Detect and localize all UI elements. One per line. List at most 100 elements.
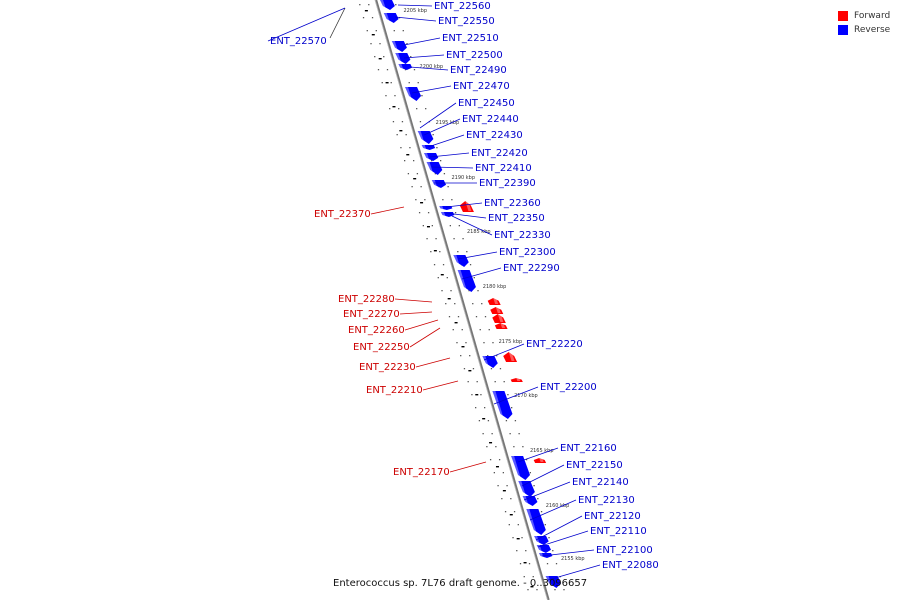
guide-dot bbox=[528, 563, 531, 565]
gene-body bbox=[511, 456, 530, 480]
guide-dot bbox=[421, 95, 423, 97]
guide-dot bbox=[513, 511, 516, 513]
gene-ENT_22430 bbox=[421, 145, 436, 150]
gene-body bbox=[457, 270, 476, 292]
guide-dot bbox=[537, 498, 539, 500]
guide-dot bbox=[461, 329, 463, 331]
gene-label: ENT_22100 bbox=[596, 545, 653, 556]
gene-shading bbox=[457, 270, 467, 291]
guide-dot bbox=[510, 498, 512, 500]
guide-dot bbox=[408, 82, 410, 84]
guide-dot bbox=[433, 264, 436, 266]
gene-label: ENT_22210 bbox=[366, 385, 423, 396]
leader-line bbox=[409, 327, 441, 348]
guide-dot bbox=[398, 108, 400, 110]
guide-dash bbox=[385, 82, 389, 84]
gene-shading bbox=[539, 458, 544, 462]
guide-dot bbox=[482, 433, 484, 435]
guide-dot bbox=[514, 420, 517, 422]
guide-dash bbox=[516, 538, 520, 540]
gene-label: ENT_22290 bbox=[503, 263, 560, 274]
guide-dot bbox=[404, 69, 407, 71]
guide-dot bbox=[504, 511, 507, 513]
leader-line bbox=[541, 549, 595, 557]
guide-dot bbox=[516, 550, 518, 552]
tick-label: 2160 kbp bbox=[546, 503, 570, 509]
guide-dot bbox=[418, 212, 421, 214]
guide-dot bbox=[454, 303, 456, 305]
guide-dot bbox=[409, 147, 411, 149]
guide-dot bbox=[506, 485, 508, 487]
gene-ENT_22440 bbox=[417, 131, 434, 144]
gene-body bbox=[536, 545, 551, 553]
guide-dot bbox=[451, 199, 453, 201]
guide-dot bbox=[447, 186, 449, 188]
guide-dot bbox=[499, 368, 502, 370]
guide-dot bbox=[383, 56, 385, 58]
guide-dot bbox=[555, 563, 558, 565]
gene-label: ENT_22250 bbox=[353, 342, 410, 353]
gene-shading bbox=[495, 307, 501, 313]
guide-dot bbox=[517, 524, 519, 526]
guide-dot bbox=[362, 17, 365, 19]
guide-dot bbox=[489, 459, 492, 461]
gene-body bbox=[395, 53, 411, 64]
gene-shading bbox=[417, 131, 425, 143]
guide-dot bbox=[505, 420, 508, 422]
leader-line bbox=[529, 499, 577, 521]
guide-dot bbox=[431, 160, 433, 162]
guide-dash bbox=[447, 298, 451, 300]
gene-shading bbox=[421, 145, 427, 149]
gene-shading bbox=[526, 509, 537, 534]
guide-dot bbox=[466, 251, 468, 253]
guide-dot bbox=[492, 342, 494, 344]
gene-shading bbox=[426, 162, 434, 174]
scale-ticks: 2205 kbp 2200 kbp 2195 kbp 2190 kbp 2185 kbp… bbox=[403, 8, 584, 562]
guide-dot bbox=[477, 290, 479, 292]
gene-shading bbox=[431, 180, 438, 187]
gene-label: ENT_22410 bbox=[475, 163, 532, 174]
tick-label: 2195 kbp bbox=[436, 120, 460, 126]
tick-label: 2170 kbp bbox=[514, 393, 538, 399]
guide-dot bbox=[401, 121, 404, 123]
guide-dot bbox=[472, 368, 475, 370]
gene-ENT_22130 bbox=[526, 509, 546, 535]
gene-label: ENT_22430 bbox=[466, 130, 523, 141]
guide-dot bbox=[475, 316, 478, 318]
guide-dot bbox=[425, 108, 427, 110]
gene-shading bbox=[482, 356, 489, 367]
gene-body bbox=[510, 378, 523, 382]
gene-label: ENT_22550 bbox=[438, 16, 495, 27]
guide-dot bbox=[377, 69, 380, 71]
gene-ENT_22250 bbox=[494, 323, 508, 329]
guide-dot bbox=[536, 589, 538, 591]
gene-body bbox=[492, 314, 506, 323]
guide-dash bbox=[371, 34, 375, 36]
gene-label: ENT_22470 bbox=[453, 81, 510, 92]
guide-dot bbox=[481, 303, 483, 305]
guide-dot bbox=[370, 43, 372, 45]
guide-dot bbox=[519, 563, 522, 565]
guide-dot bbox=[436, 147, 438, 149]
gene-label: ENT_22570 bbox=[270, 36, 327, 47]
gene-ENT_22290 bbox=[457, 270, 476, 292]
gene-ENT_22550 bbox=[383, 13, 399, 23]
leader-line bbox=[423, 118, 461, 136]
guide-dot bbox=[507, 394, 509, 396]
guide-dot bbox=[413, 160, 415, 162]
gene-body bbox=[398, 64, 413, 70]
guide-dot bbox=[359, 4, 361, 6]
guide-dot bbox=[486, 446, 488, 448]
guide-dash bbox=[461, 346, 465, 348]
gene-ENT_22260 bbox=[492, 314, 506, 323]
guide-dot bbox=[484, 316, 487, 318]
leader-line bbox=[535, 515, 583, 541]
gene-body bbox=[522, 496, 538, 506]
guide-dot bbox=[457, 316, 460, 318]
gene-shading bbox=[391, 41, 398, 51]
gene-shading bbox=[439, 206, 444, 209]
gene-label: ENT_22220 bbox=[526, 339, 583, 350]
guide-dot bbox=[445, 303, 447, 305]
gene-label: ENT_22370 bbox=[314, 209, 371, 220]
